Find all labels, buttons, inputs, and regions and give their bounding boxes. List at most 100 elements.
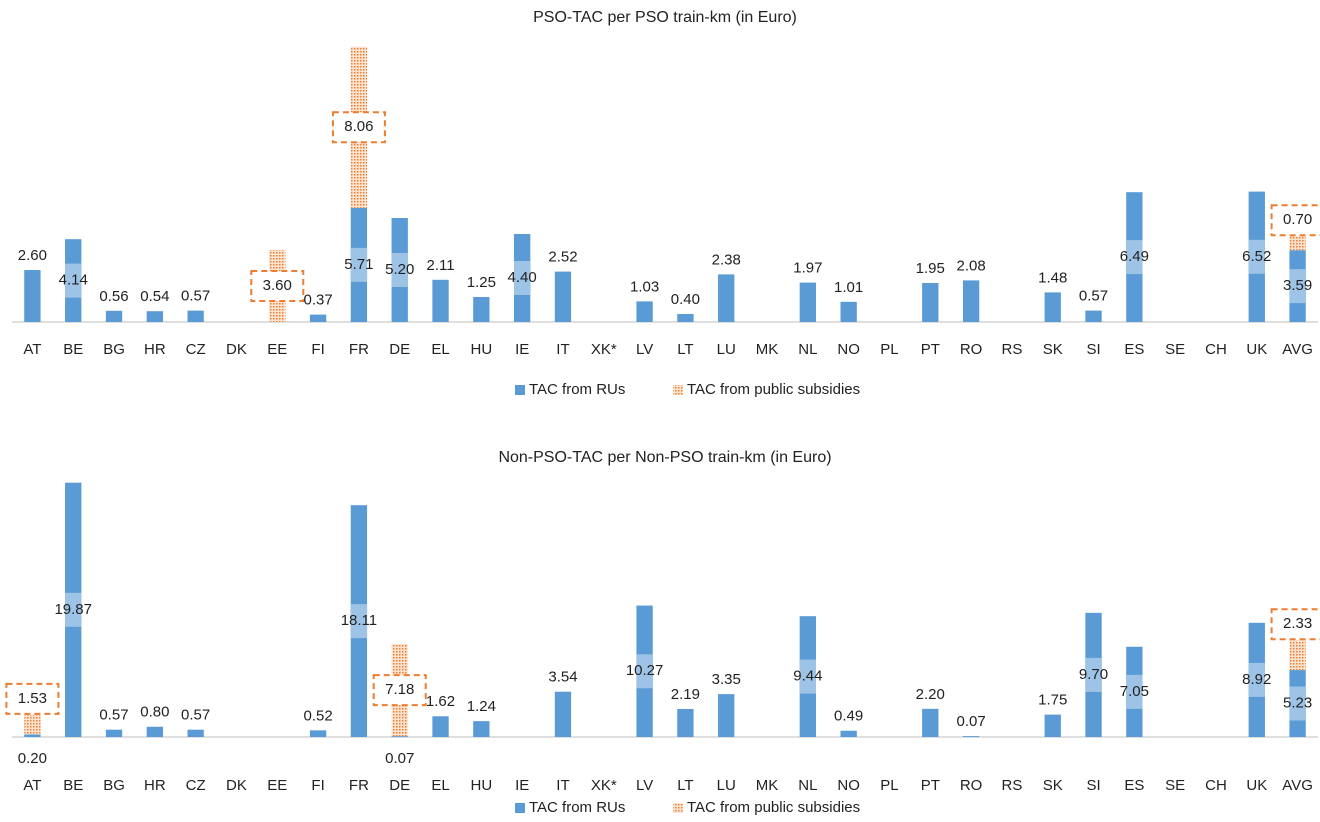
x-tick-label: XK* bbox=[591, 777, 617, 794]
x-tick-label: FR bbox=[349, 777, 369, 794]
data-label: 0.37 bbox=[303, 292, 332, 309]
chart-title: Non-PSO-TAC per Non-PSO train-km (in Eur… bbox=[498, 449, 831, 466]
x-tick-label: RO bbox=[960, 341, 983, 358]
bar-segment bbox=[105, 729, 123, 737]
x-tick-label: SI bbox=[1086, 341, 1100, 358]
legend-label: TAC from public subsidies bbox=[687, 381, 860, 398]
bar-segment bbox=[718, 274, 735, 322]
data-label: 8.92 bbox=[1242, 671, 1271, 688]
data-label: 5.20 bbox=[385, 261, 414, 278]
x-tick-label: HR bbox=[144, 341, 166, 358]
x-tick-label: IT bbox=[556, 341, 569, 358]
bar-segment bbox=[677, 708, 694, 737]
x-tick-label: EL bbox=[431, 341, 449, 358]
bar-segment bbox=[554, 691, 572, 737]
bar-segment bbox=[105, 310, 123, 322]
label-box bbox=[331, 111, 386, 144]
x-tick-label: CZ bbox=[186, 777, 206, 794]
label-band bbox=[1126, 674, 1143, 709]
x-tick-label: BG bbox=[103, 341, 125, 358]
x-tick-label: ES bbox=[1124, 341, 1144, 358]
x-tick-label: CH bbox=[1205, 777, 1227, 794]
bar-segment bbox=[962, 280, 980, 322]
label-band bbox=[1085, 657, 1102, 692]
bar-segment bbox=[636, 301, 653, 322]
subsidy-segment bbox=[1289, 640, 1306, 671]
data-label: 0.52 bbox=[303, 707, 332, 724]
legend-swatch bbox=[673, 803, 683, 813]
x-tick-label: LU bbox=[717, 341, 736, 358]
x-tick-label: FI bbox=[311, 341, 324, 358]
legend-label: TAC from RUs bbox=[529, 381, 625, 398]
x-tick-label: SE bbox=[1165, 341, 1185, 358]
x-tick-label: CZ bbox=[186, 341, 206, 358]
x-tick-label: PL bbox=[880, 777, 898, 794]
data-label: 0.80 bbox=[140, 704, 169, 721]
data-label: 0.57 bbox=[181, 288, 210, 305]
label-band bbox=[636, 654, 653, 689]
x-tick-label: AVG bbox=[1282, 341, 1313, 358]
data-label: 10.27 bbox=[626, 662, 664, 679]
data-label: 2.08 bbox=[956, 257, 985, 274]
x-tick-label: NL bbox=[798, 341, 817, 358]
x-tick-label: LV bbox=[636, 777, 653, 794]
data-label: 0.07 bbox=[956, 713, 985, 730]
x-tick-label: IE bbox=[515, 777, 529, 794]
label-band bbox=[391, 253, 408, 287]
x-tick-label: CH bbox=[1205, 341, 1227, 358]
x-tick-label: SI bbox=[1086, 777, 1100, 794]
data-label: 7.18 bbox=[385, 681, 414, 698]
bar-segment bbox=[146, 311, 164, 322]
label-box bbox=[372, 674, 427, 707]
bar-segment bbox=[840, 301, 857, 322]
data-label: 19.87 bbox=[54, 601, 92, 618]
bar-segment bbox=[473, 721, 490, 737]
x-tick-label: LU bbox=[717, 777, 736, 794]
bar-segment bbox=[146, 726, 164, 737]
data-label: 1.97 bbox=[793, 260, 822, 277]
label-band bbox=[1248, 239, 1265, 274]
bar-segment bbox=[962, 736, 980, 738]
data-label: 1.75 bbox=[1038, 692, 1067, 709]
data-label: 5.23 bbox=[1283, 694, 1312, 711]
x-tick-label: DK bbox=[226, 341, 247, 358]
data-label: 3.35 bbox=[712, 671, 741, 688]
data-label: 3.60 bbox=[263, 277, 292, 294]
x-tick-label: PT bbox=[921, 777, 940, 794]
x-tick-label: AT bbox=[23, 341, 41, 358]
data-label: 6.52 bbox=[1242, 248, 1271, 265]
x-tick-label: PL bbox=[880, 341, 898, 358]
x-tick-label: BE bbox=[63, 341, 83, 358]
data-label: 1.01 bbox=[834, 279, 863, 296]
legend-swatch bbox=[515, 385, 525, 395]
data-label: 1.48 bbox=[1038, 269, 1067, 286]
data-label: 9.70 bbox=[1079, 666, 1108, 683]
data-label: 0.56 bbox=[99, 288, 128, 305]
x-tick-label: PT bbox=[921, 341, 940, 358]
x-tick-label: HR bbox=[144, 777, 166, 794]
data-label: 1.25 bbox=[467, 274, 496, 291]
x-tick-label: UK bbox=[1246, 777, 1267, 794]
x-tick-label: HU bbox=[471, 341, 493, 358]
x-tick-label: BE bbox=[63, 777, 83, 794]
data-label: 6.49 bbox=[1120, 248, 1149, 265]
legend-label: TAC from RUs bbox=[529, 799, 625, 816]
label-box bbox=[5, 682, 60, 715]
data-label: 1.03 bbox=[630, 278, 659, 295]
x-tick-label: LT bbox=[677, 341, 693, 358]
data-label: 2.60 bbox=[18, 247, 47, 264]
x-tick-label: IT bbox=[556, 777, 569, 794]
x-tick-label: EE bbox=[267, 341, 287, 358]
data-label: 0.57 bbox=[99, 707, 128, 724]
data-label: 2.19 bbox=[671, 686, 700, 703]
data-label: 4.14 bbox=[59, 272, 88, 289]
label-band bbox=[1248, 662, 1265, 697]
label-box bbox=[250, 270, 305, 302]
legend-swatch bbox=[673, 385, 683, 395]
label-band bbox=[1289, 686, 1306, 721]
x-tick-label: RO bbox=[960, 777, 983, 794]
data-label: 1.53 bbox=[18, 690, 47, 707]
x-tick-label: SK bbox=[1043, 341, 1063, 358]
x-tick-label: SK bbox=[1043, 777, 1063, 794]
